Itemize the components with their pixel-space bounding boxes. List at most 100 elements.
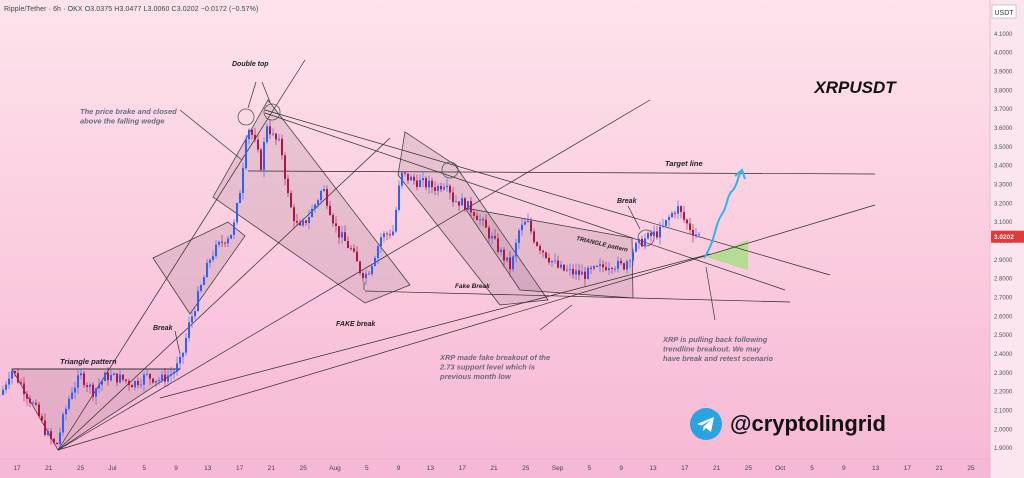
candle-body: [491, 236, 493, 239]
candle-body: [602, 264, 604, 268]
candle-body: [434, 187, 436, 191]
candle-body: [194, 311, 196, 317]
pointer-arrow-2: [261, 81, 271, 103]
x-tick-label: 17: [681, 465, 689, 472]
candle-body: [431, 180, 433, 188]
annotation-line: previous month low: [439, 372, 512, 381]
candle-body: [644, 238, 646, 247]
candle-body: [452, 192, 454, 203]
annotation-8: Target line: [665, 159, 703, 168]
candle-body: [239, 193, 241, 204]
candle-body: [86, 385, 88, 387]
y-tick-label: 2.3000: [994, 371, 1013, 377]
annotation-line: Break: [617, 198, 638, 205]
candle-body: [290, 193, 292, 208]
candle-body: [323, 189, 325, 192]
candle-body: [260, 149, 262, 170]
candle-body: [92, 384, 94, 397]
x-tick-label: 25: [967, 465, 975, 472]
candle-body: [464, 198, 466, 210]
x-tick-label: 21: [45, 465, 53, 472]
candle-body: [305, 220, 307, 223]
candle-body: [605, 267, 607, 271]
candle-body: [626, 261, 628, 270]
annotation-9: XRP made fake breakout of the 2.73 suppor…: [439, 353, 550, 381]
candle-body: [176, 363, 178, 372]
annotation-0: The price brake and closed above the fall…: [80, 107, 177, 126]
annotation-line: above the falling wedge: [80, 117, 165, 126]
candle-body: [44, 420, 46, 436]
candle-body: [623, 263, 625, 270]
candle-body: [512, 256, 514, 270]
candle-body: [272, 133, 274, 135]
candle-body: [374, 258, 376, 266]
candle-body: [263, 141, 265, 170]
candle-body: [542, 250, 544, 253]
candle-body: [455, 201, 457, 203]
candle-body: [581, 271, 583, 275]
candle-body: [68, 398, 70, 409]
candle-body: [386, 233, 388, 235]
candle-body: [167, 375, 169, 382]
candle-body: [218, 241, 220, 245]
candle-body: [353, 248, 355, 252]
x-tick-label: 9: [397, 465, 401, 472]
candle-body: [341, 232, 343, 238]
candle-body: [347, 241, 349, 249]
x-tick-label: 21: [268, 465, 276, 472]
candle-body: [482, 219, 484, 221]
candle-body: [548, 257, 550, 263]
candle-body: [446, 185, 448, 188]
ohlc-readout: O3.0375 H3.0477 L3.0060 C3.0202 −0.0172 …: [84, 6, 259, 13]
candle-body: [383, 233, 385, 238]
candle-body: [650, 232, 652, 236]
x-tick-label: 5: [365, 465, 369, 472]
candle-body: [350, 248, 352, 249]
candle-body: [509, 257, 511, 270]
candle-body: [410, 176, 412, 181]
candle-body: [125, 379, 127, 381]
x-tick-label: 5: [810, 465, 814, 472]
candle-body: [95, 388, 97, 397]
candle-body: [137, 381, 139, 386]
candle-body: [398, 185, 400, 210]
currency-label: USDT: [994, 10, 1014, 17]
y-tick-label: 3.6000: [994, 126, 1013, 132]
candle-body: [497, 238, 499, 253]
candle-body: [329, 205, 331, 216]
candle-body: [62, 414, 64, 433]
candle-body: [275, 133, 277, 140]
candle-body: [212, 256, 214, 260]
chart-header: Ripple/Tether · 6h · OKX O3.0375 H3.0477…: [4, 6, 258, 13]
candle-body: [11, 371, 13, 379]
candle-body: [521, 224, 523, 231]
candle-body: [191, 316, 193, 323]
long-trendline-2: [57, 137, 391, 451]
candle-body: [164, 374, 166, 382]
x-tick-label: 9: [842, 465, 846, 472]
candle-body: [419, 180, 421, 187]
candle-body: [203, 277, 205, 285]
candle-body: [320, 191, 322, 201]
candle-body: [35, 402, 37, 405]
candle-body: [677, 206, 679, 214]
x-tick-label: 13: [204, 465, 212, 472]
candle-body: [215, 244, 217, 257]
y-tick-label: 2.9000: [994, 258, 1013, 264]
x-tick-label: 5: [588, 465, 592, 472]
projection-arrowhead: [734, 168, 746, 180]
x-tick-label: 9: [174, 465, 178, 472]
candle-body: [140, 384, 142, 386]
candle-body: [461, 198, 463, 206]
candle-body: [179, 356, 181, 364]
y-tick-label: 3.9000: [994, 70, 1013, 76]
candle-body: [629, 260, 631, 262]
y-tick-label: 2.5000: [994, 333, 1013, 339]
candle-body: [128, 380, 130, 386]
candle-body: [158, 379, 160, 381]
candle-body: [527, 220, 529, 222]
x-tick-label: 21: [490, 465, 498, 472]
x-tick-label: 25: [77, 465, 85, 472]
x-tick-label: 13: [649, 465, 657, 472]
candle-body: [8, 378, 10, 385]
